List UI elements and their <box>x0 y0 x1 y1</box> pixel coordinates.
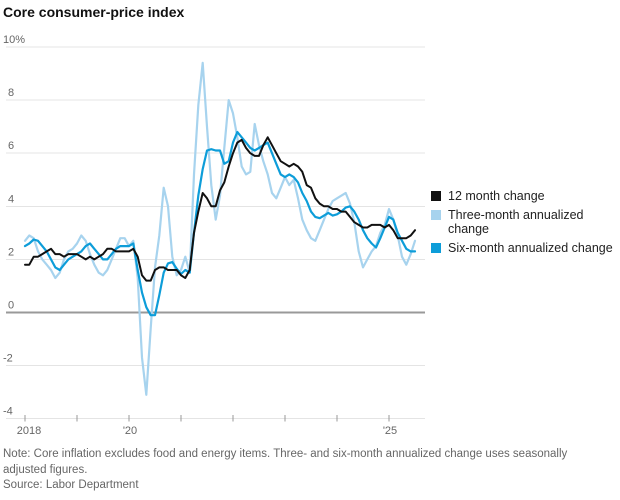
chart-legend: 12 month change Three-month annualized c… <box>431 189 617 259</box>
x-axis-tick-label: 2018 <box>17 425 41 437</box>
legend-item-six-month: Six-month annualized change <box>431 241 617 256</box>
y-axis-tick-label: -2 <box>3 353 13 365</box>
y-axis-tick-label: 10% <box>3 34 25 46</box>
legend-item-12-month: 12 month change <box>431 189 617 204</box>
line-chart: 10% 8 6 4 2 0 -2 -4 2018 '20 '25 <box>3 34 425 437</box>
y-axis-tick-label: 2 <box>8 246 14 258</box>
legend-label-six-month: Six-month annualized change <box>448 240 613 255</box>
x-axis-tick-label: '20 <box>123 425 137 437</box>
legend-item-three-month: Three-month annualized change <box>431 208 617 237</box>
y-axis-tick-label: -4 <box>3 406 13 418</box>
y-axis-tick-label: 6 <box>8 140 14 152</box>
legend-swatch-six-month <box>431 242 441 253</box>
source-text: Source: Labor Department <box>3 479 139 491</box>
note-text: Note: Core inflation excludes food and e… <box>3 448 568 476</box>
x-axis-tick-label: '25 <box>383 425 397 437</box>
chart-footnotes: Note: Core inflation excludes food and e… <box>3 447 593 494</box>
legend-swatch-three-month <box>431 209 441 220</box>
series-line-12-month-change <box>24 136 416 282</box>
chart-title: Core consumer-price index <box>3 4 185 20</box>
series-line-three-month-annualized <box>23 61 417 396</box>
y-axis-tick-label: 4 <box>8 193 14 205</box>
y-axis-tick-label: 0 <box>8 300 14 312</box>
legend-label-12-month: 12 month change <box>448 189 545 203</box>
series-line-six-month-annualized <box>23 130 417 317</box>
legend-label-three-month: Three-month annualized change <box>448 207 584 237</box>
legend-swatch-12-month <box>431 191 441 201</box>
y-axis-tick-label: 8 <box>8 87 14 99</box>
